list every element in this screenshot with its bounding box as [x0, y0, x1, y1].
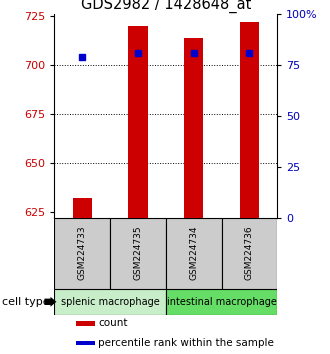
Bar [76, 341, 95, 346]
Text: GSM224734: GSM224734 [189, 226, 198, 280]
Text: intestinal macrophage: intestinal macrophage [167, 297, 277, 307]
Bar [166, 289, 277, 315]
Bar [76, 321, 95, 326]
Bar [110, 218, 166, 289]
Bar [240, 22, 259, 218]
Text: percentile rank within the sample: percentile rank within the sample [98, 338, 274, 348]
Bar [73, 198, 92, 218]
Bar [166, 218, 221, 289]
Bar [184, 38, 203, 218]
Text: splenic macrophage: splenic macrophage [61, 297, 159, 307]
Bar [128, 26, 148, 218]
Text: count: count [98, 318, 128, 329]
Text: GSM224735: GSM224735 [133, 226, 143, 280]
Bar [221, 218, 277, 289]
Title: GDS2982 / 1428648_at: GDS2982 / 1428648_at [81, 0, 251, 13]
Bar [54, 218, 110, 289]
Text: cell type: cell type [2, 297, 49, 307]
Text: GSM224736: GSM224736 [245, 226, 254, 280]
Text: GSM224733: GSM224733 [78, 226, 87, 280]
Bar [54, 289, 166, 315]
